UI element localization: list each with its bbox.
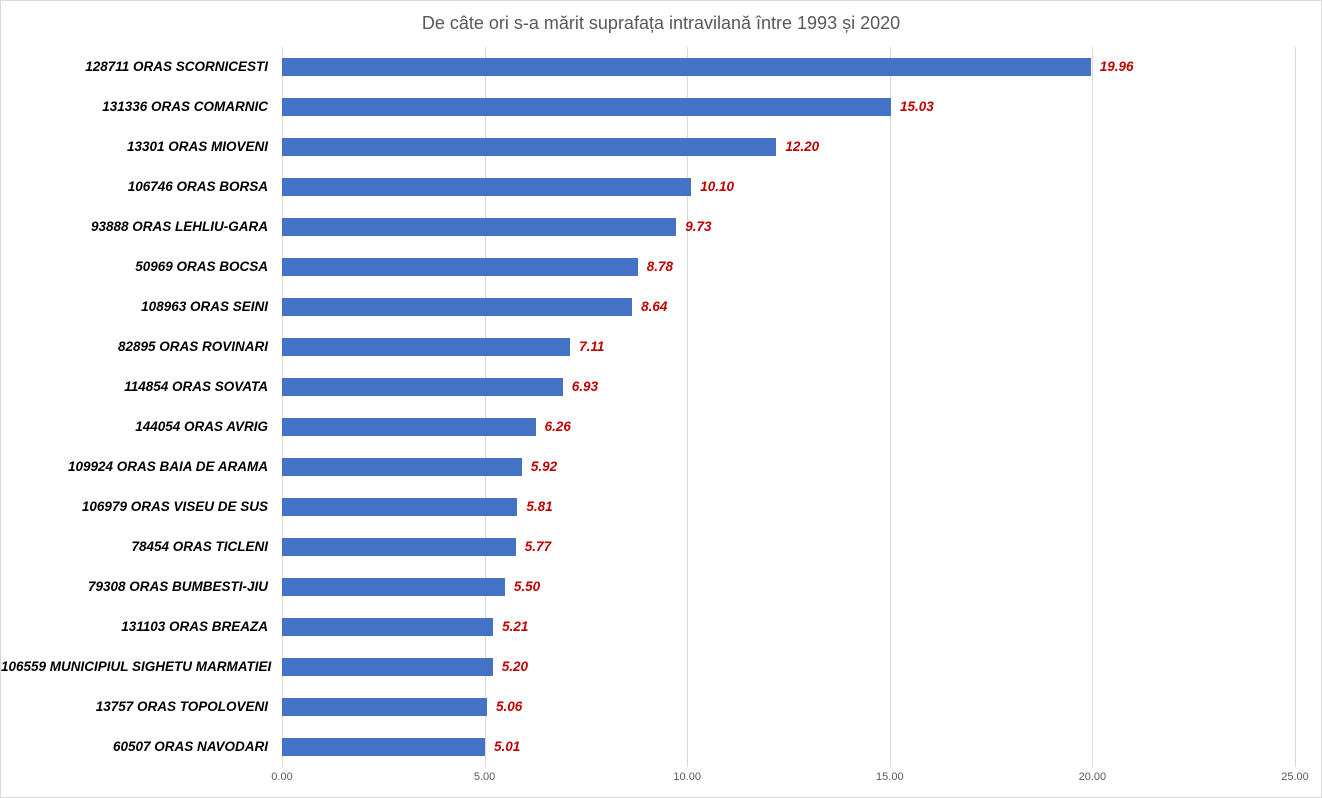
bar[interactable] bbox=[282, 458, 522, 476]
value-label: 7.11 bbox=[579, 339, 605, 354]
gridline bbox=[1092, 47, 1094, 767]
bar-row: 144054 ORAS AVRIG 6.26 bbox=[1, 407, 1321, 447]
category-label: 82895 ORAS ROVINARI bbox=[117, 339, 268, 354]
category-label: 144054 ORAS AVRIG bbox=[135, 419, 268, 434]
category-label: 106746 ORAS BORSA bbox=[127, 179, 268, 194]
bar-row: 60507 ORAS NAVODARI 5.01 bbox=[1, 727, 1321, 767]
chart-title: De câte ori s-a mărit suprafața intravil… bbox=[421, 13, 901, 33]
category-label: 13757 ORAS TOPOLOVENI bbox=[95, 699, 268, 714]
value-label: 5.77 bbox=[524, 539, 552, 554]
bar[interactable] bbox=[282, 378, 563, 396]
bar[interactable] bbox=[282, 738, 485, 756]
bar[interactable] bbox=[282, 418, 536, 436]
bar-row: 82895 ORAS ROVINARI 7.11 bbox=[1, 327, 1321, 367]
bar-row: 131103 ORAS BREAZA 5.21 bbox=[1, 607, 1321, 647]
bar-row: 106746 ORAS BORSA 10.10 bbox=[1, 167, 1321, 207]
category-label: 79308 ORAS BUMBESTI-JIU bbox=[87, 579, 268, 594]
value-label: 9.73 bbox=[685, 219, 712, 234]
category-label: 128711 ORAS SCORNICESTI bbox=[85, 59, 268, 74]
bar-row: 13301 ORAS MIOVENI 12.20 bbox=[1, 127, 1321, 167]
category-label: 50969 ORAS BOCSA bbox=[135, 259, 268, 274]
plot-area bbox=[282, 47, 1296, 767]
value-label: 5.01 bbox=[494, 739, 521, 754]
bar-row: 109924 ORAS BAIA DE ARAMA 5.92 bbox=[1, 447, 1321, 487]
x-axis-tick-label: 15.00 bbox=[876, 771, 904, 783]
x-axis-tick-label: 25.00 bbox=[1281, 771, 1309, 783]
bar[interactable] bbox=[282, 178, 692, 196]
bar[interactable] bbox=[282, 578, 505, 596]
value-label: 19.96 bbox=[1099, 59, 1134, 74]
bar-row: 50969 ORAS BOCSA 8.78 bbox=[1, 247, 1321, 287]
bar[interactable] bbox=[282, 58, 1091, 76]
bar-row: 108963 ORAS SEINI 8.64 bbox=[1, 287, 1321, 327]
x-axis-tick-label: 10.00 bbox=[673, 771, 701, 783]
bar[interactable] bbox=[282, 338, 571, 356]
bar[interactable] bbox=[282, 98, 892, 116]
bar-row: 93888 ORAS LEHLIU-GARA 9.73 bbox=[1, 207, 1321, 247]
bar[interactable] bbox=[282, 658, 493, 676]
y-axis-line bbox=[282, 47, 283, 767]
category-label: 78454 ORAS TICLENI bbox=[131, 539, 268, 554]
value-label: 10.10 bbox=[700, 179, 735, 194]
gridline bbox=[889, 47, 891, 767]
bar[interactable] bbox=[282, 258, 638, 276]
bar-row: 131336 ORAS COMARNIC 15.03 bbox=[1, 87, 1321, 127]
value-label: 6.93 bbox=[571, 379, 599, 394]
x-axis-tick-label: 5.00 bbox=[473, 771, 496, 783]
bar-row: 106559 MUNICIPIUL SIGHETU MARMATIEI 5.20 bbox=[1, 647, 1321, 687]
bar[interactable] bbox=[282, 498, 518, 516]
value-label: 15.03 bbox=[900, 99, 934, 114]
value-label: 8.64 bbox=[641, 299, 668, 314]
category-label: 109924 ORAS BAIA DE ARAMA bbox=[67, 459, 268, 474]
category-label: 13301 ORAS MIOVENI bbox=[126, 139, 268, 154]
gridline bbox=[687, 47, 689, 767]
bar-rows-layer: 128711 ORAS SCORNICESTI 19.96 131336 ORAS … bbox=[1, 47, 1321, 767]
bar[interactable] bbox=[282, 698, 488, 716]
category-label: 60507 ORAS NAVODARI bbox=[112, 739, 268, 754]
bar-row: 79308 ORAS BUMBESTI-JIU 5.50 bbox=[1, 567, 1321, 607]
category-label: 114854 ORAS SOVATA bbox=[124, 379, 268, 394]
bar-row: 114854 ORAS SOVATA 6.93 bbox=[1, 367, 1321, 407]
bar-row: 128711 ORAS SCORNICESTI 19.96 bbox=[1, 47, 1321, 87]
x-axis-tick-label: 0.00 bbox=[271, 771, 293, 783]
category-label: 131103 ORAS BREAZA bbox=[121, 619, 268, 634]
value-label: 5.06 bbox=[496, 699, 523, 714]
value-label: 5.92 bbox=[530, 459, 558, 474]
value-label: 5.20 bbox=[501, 659, 528, 674]
value-label: 5.81 bbox=[526, 499, 553, 514]
value-label: 12.20 bbox=[785, 139, 820, 154]
value-label: 5.21 bbox=[502, 619, 529, 634]
category-label: 106559 MUNICIPIUL SIGHETU MARMATIEI bbox=[1, 659, 272, 674]
bar[interactable] bbox=[282, 138, 777, 156]
bar[interactable] bbox=[282, 298, 633, 316]
gridline bbox=[1295, 47, 1296, 767]
bar[interactable] bbox=[282, 618, 494, 636]
gridline bbox=[484, 47, 486, 767]
category-label: 131336 ORAS COMARNIC bbox=[102, 99, 268, 114]
value-label: 8.78 bbox=[646, 259, 674, 274]
x-axis: 0.00 5.00 10.00 15.00 20.00 25.00 bbox=[271, 771, 1308, 787]
x-axis-tick-label: 20.00 bbox=[1078, 771, 1107, 783]
value-label: 5.50 bbox=[513, 579, 541, 594]
category-label: 93888 ORAS LEHLIU-GARA bbox=[90, 219, 268, 234]
bar-row: 106979 ORAS VISEU DE SUS 5.81 bbox=[1, 487, 1321, 527]
bar[interactable] bbox=[282, 538, 516, 556]
category-label: 106979 ORAS VISEU DE SUS bbox=[81, 499, 268, 514]
value-label: 6.26 bbox=[544, 419, 571, 434]
bar-row: 78454 ORAS TICLENI 5.77 bbox=[1, 527, 1321, 567]
bar[interactable] bbox=[282, 218, 677, 236]
category-label: 108963 ORAS SEINI bbox=[141, 299, 268, 314]
bar-row: 13757 ORAS TOPOLOVENI 5.06 bbox=[1, 687, 1321, 727]
